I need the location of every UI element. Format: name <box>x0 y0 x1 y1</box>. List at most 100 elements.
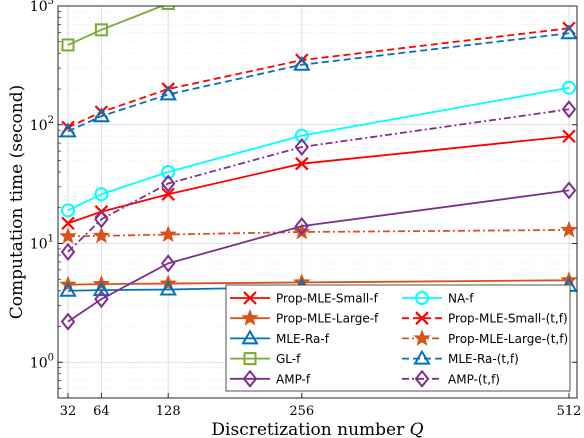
x-axis-label: Discretization number Q <box>211 420 423 438</box>
series-line <box>67 86 570 212</box>
y-tick-base: 10 <box>30 355 48 371</box>
legend-label: GL-f <box>276 352 301 366</box>
x-tick-label: 256 <box>289 404 314 419</box>
legend-item: AMP-f <box>230 369 311 388</box>
y-tick-exponent: 3 <box>48 0 54 7</box>
y-tick-base: 10 <box>30 237 48 253</box>
legend-marker <box>413 329 431 346</box>
data-point <box>94 210 109 229</box>
legend-item: Prop-MLE-Small-f <box>230 291 379 306</box>
legend-label: Prop-MLE-Small-(t,f) <box>448 312 568 326</box>
data-point <box>560 220 577 238</box>
series-7 <box>59 24 577 138</box>
x-axis-label-variable: Q <box>410 420 424 438</box>
data-point <box>61 38 75 52</box>
y-tick-label: 103 <box>30 0 54 15</box>
data-point <box>561 181 577 200</box>
legend-marker <box>413 349 431 365</box>
data-point <box>293 55 311 71</box>
legend-box <box>225 284 571 392</box>
legend-label: MLE-Ra-f <box>276 332 330 346</box>
legend-item: NA-f <box>402 291 474 306</box>
series-8 <box>60 181 577 331</box>
y-tick-base: 10 <box>30 118 48 134</box>
legend: Prop-MLE-Small-f NA-f Prop-MLE-Large-f Prop… <box>225 284 571 392</box>
series-5 <box>59 220 577 244</box>
data-point <box>159 225 177 242</box>
legend-marker <box>243 352 257 366</box>
data-point <box>59 281 77 297</box>
legend-item: Prop-MLE-Large-(t,f) <box>402 329 568 346</box>
y-tick-label: 100 <box>30 352 54 371</box>
y-tick-label: 102 <box>30 115 54 134</box>
legend-marker <box>243 291 257 305</box>
data-point <box>294 137 310 157</box>
y-tick-exponent: 1 <box>48 234 54 245</box>
data-point <box>60 312 76 331</box>
series-6 <box>61 6 175 52</box>
legend-item: GL-f <box>230 352 301 366</box>
x-tick-label: 64 <box>93 404 110 419</box>
data-point <box>561 100 577 119</box>
series-layer <box>59 6 577 331</box>
legend-label: AMP-f <box>276 372 311 386</box>
y-axis-label: Computation time (second) <box>7 85 27 320</box>
legend-marker <box>414 369 430 388</box>
data-point <box>94 23 108 37</box>
data-point <box>560 24 577 40</box>
data-point <box>159 85 177 101</box>
data-point <box>59 227 77 244</box>
data-point <box>92 281 111 297</box>
x-tick-label: 128 <box>156 404 181 419</box>
legend-marker <box>241 309 259 326</box>
y-tick-exponent: 0 <box>48 352 54 363</box>
data-point <box>161 165 176 180</box>
legend-label: Prop-MLE-Large-f <box>276 312 379 326</box>
data-point <box>160 174 176 193</box>
legend-label: AMP-(t,f) <box>448 372 500 386</box>
data-point <box>159 280 177 296</box>
data-point <box>161 187 175 202</box>
y-tick-exponent: 2 <box>48 115 54 126</box>
data-point <box>61 216 75 231</box>
series-9 <box>60 100 577 261</box>
y-tick-base: 10 <box>30 0 48 15</box>
data-point <box>562 129 576 144</box>
x-tick-label: 32 <box>60 404 77 419</box>
legend-marker <box>242 369 258 388</box>
legend-marker <box>415 311 429 325</box>
series-line <box>67 27 570 129</box>
legend-marker <box>415 291 429 305</box>
legend-label: Prop-MLE-Large-(t,f) <box>448 332 568 346</box>
data-point <box>562 80 576 95</box>
y-tick-label: 101 <box>30 234 54 253</box>
legend-item: MLE-Ra-(t,f) <box>402 349 519 366</box>
series-line <box>67 6 165 46</box>
legend-label: NA-f <box>448 292 474 306</box>
data-point <box>94 187 109 202</box>
data-point <box>92 226 111 244</box>
series-1 <box>61 80 576 218</box>
legend-label: Prop-MLE-Small-f <box>276 292 379 306</box>
series-line <box>67 32 570 133</box>
legend-item: Prop-MLE-Large-f <box>230 309 379 326</box>
data-point <box>60 242 76 261</box>
series-line <box>67 108 570 253</box>
legend-label: MLE-Ra-(t,f) <box>448 352 519 366</box>
data-point <box>294 217 310 236</box>
data-point <box>161 6 175 10</box>
axes-box <box>57 5 578 399</box>
data-point <box>294 128 309 143</box>
data-point <box>61 203 75 218</box>
legend-item: MLE-Ra-f <box>230 329 330 346</box>
data-point <box>94 290 109 309</box>
data-point <box>92 107 111 123</box>
series-line <box>67 189 570 323</box>
legend-marker <box>241 329 259 345</box>
data-point <box>59 122 77 138</box>
data-point <box>160 254 176 273</box>
x-axis-label-text: Discretization number <box>211 420 409 438</box>
data-point <box>295 156 309 171</box>
